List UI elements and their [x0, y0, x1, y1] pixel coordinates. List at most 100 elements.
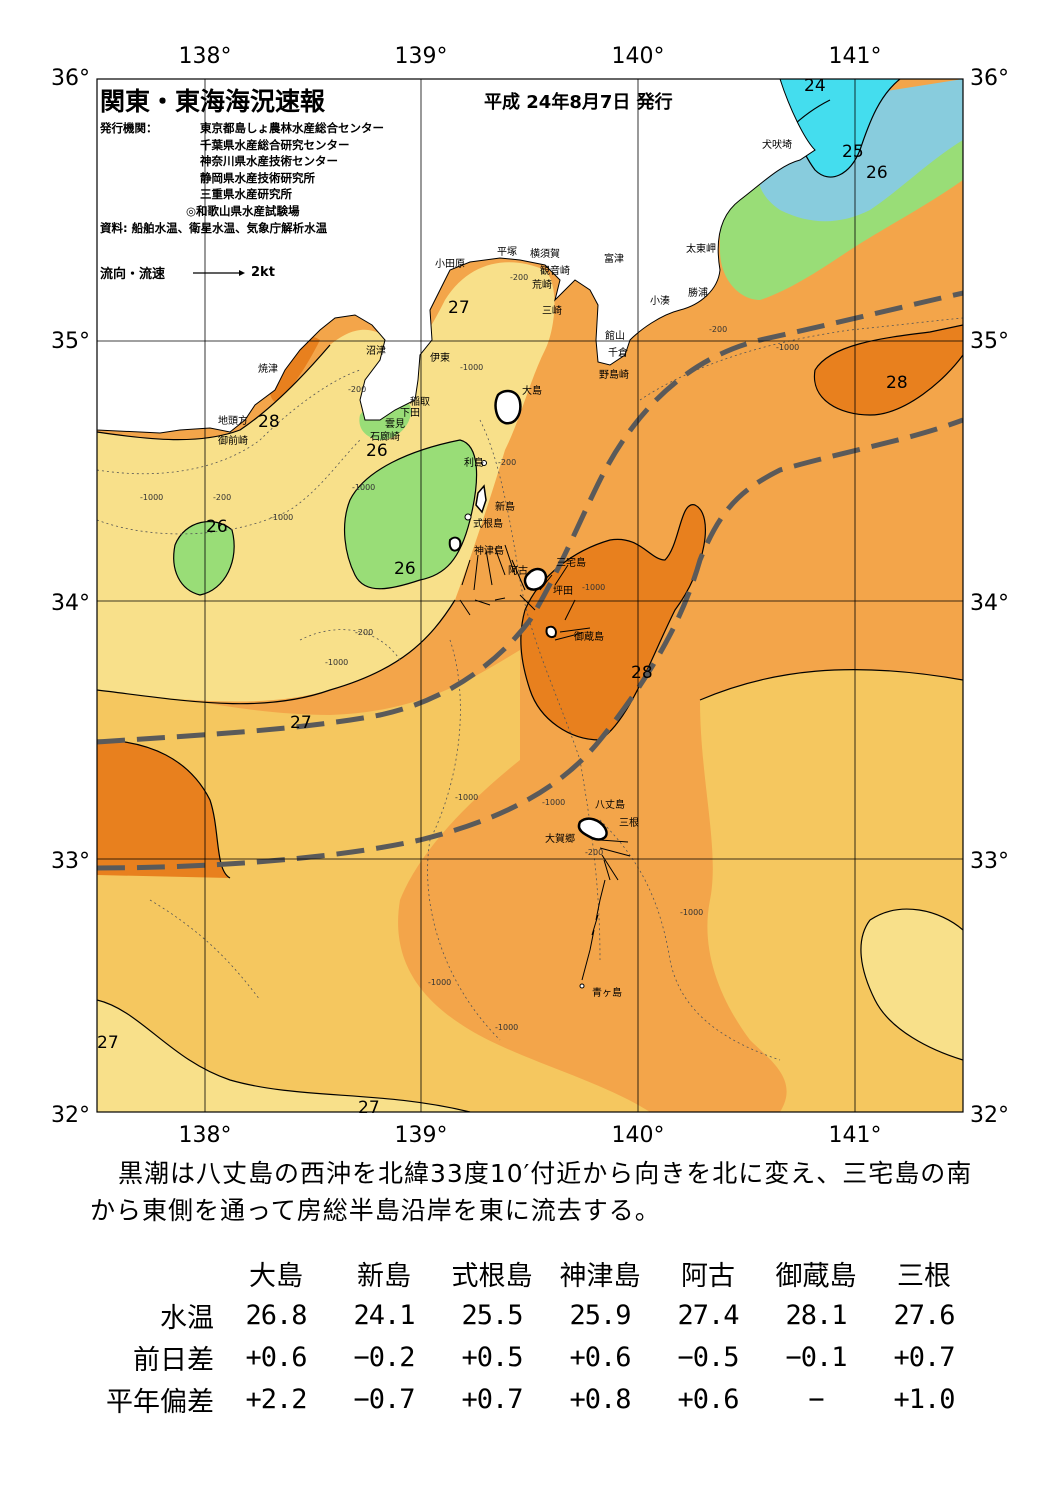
island-aogashima: [579, 983, 585, 989]
place-label: 沼津: [366, 344, 386, 357]
zone-28plus-east: [814, 325, 963, 415]
place-label: 大島: [522, 384, 542, 397]
depth-label: -1000: [680, 908, 703, 917]
island-oshima: [494, 389, 522, 425]
table-cell: +0.6: [245, 1341, 307, 1373]
table-cell: 24.1: [353, 1299, 415, 1331]
place-names: 犬吠埼 太東岬 勝浦 小湊 富津 観音崎 横須賀 平塚 小田原 荒崎 三崎 館山…: [218, 138, 792, 999]
place-label: 御蔵島: [574, 630, 604, 643]
depth-label: -200: [585, 848, 603, 857]
table-cell: 28.1: [785, 1299, 847, 1331]
depth-label: -1000: [270, 513, 293, 522]
legend-unit: 2kt: [251, 265, 275, 280]
zone-27b-sw: [97, 650, 650, 1112]
lon-label: 139°: [395, 1123, 448, 1148]
depth-label: -1000: [495, 1023, 518, 1032]
depth-label: -1000: [460, 363, 483, 372]
sea-temperature-map: 138° 139° 140° 141° 138° 139° 140° 141° …: [51, 44, 1009, 1148]
zone-28plus-southwest: [97, 740, 230, 878]
place-label: 稲取: [410, 396, 430, 408]
table-cell: +0.7: [893, 1341, 955, 1373]
isotherm-label: 27: [290, 713, 312, 733]
lon-label: 138°: [179, 1123, 232, 1148]
lon-label: 141°: [829, 1123, 882, 1148]
place-label: 神津島: [474, 544, 504, 557]
station-header: 式根島: [451, 1260, 533, 1292]
zone-26-izu: [344, 440, 477, 589]
lat-label: 35°: [51, 329, 90, 354]
station-header: 三根: [897, 1260, 951, 1292]
place-label: 坪田: [553, 584, 573, 597]
isotherm-label: 28: [631, 663, 653, 683]
lat-label: 36°: [970, 66, 1009, 91]
place-label: 小田原: [435, 258, 465, 270]
place-label: 観音崎: [540, 264, 570, 277]
table-row: 平年偏差 +2.2 −0.7 +0.7 +0.8 +0.6 − +1.0: [86, 1378, 978, 1420]
island-kozushima: [448, 536, 462, 552]
place-label: 新島: [495, 500, 515, 513]
table-cell: 25.9: [569, 1299, 631, 1331]
depth-label: -200: [510, 273, 528, 282]
lon-label: 138°: [179, 44, 232, 69]
lat-label: 33°: [970, 849, 1009, 874]
kuroshio-description: 黒潮は八丈島の西沖を北緯33度10′付近から向きを北に変え、三宅島の南から東側を…: [90, 1155, 990, 1229]
place-label: 三根: [619, 816, 639, 829]
place-label: 雲見: [385, 418, 405, 430]
issuer-name: 静岡県水産技術研究所: [200, 170, 315, 185]
lat-label: 32°: [51, 1103, 90, 1128]
place-label: 阿古: [508, 564, 528, 577]
isotherm-label: 25: [842, 142, 864, 162]
table-cell: +1.0: [893, 1383, 955, 1415]
kuroshio-axes: [97, 290, 963, 871]
zone-27-southwest: [97, 1000, 470, 1112]
place-label: 下田: [400, 408, 420, 419]
place-label: 太東岬: [686, 242, 716, 255]
latitude-labels-left: 36° 35° 34° 33° 32°: [51, 66, 90, 1128]
graticule: [97, 79, 963, 1112]
observation-table: 大島 新島 式根島 神津島 阿古 御蔵島 三根 水温 26.8 24.1 25.…: [86, 1252, 978, 1420]
station-header: 神津島: [559, 1260, 641, 1292]
island-hachijojima: [577, 817, 608, 841]
depth-label: -200: [348, 385, 366, 394]
place-label: 地頭方: [218, 414, 248, 427]
station-header: 阿古: [681, 1260, 735, 1292]
depth-label: -200: [213, 493, 231, 502]
zone-27-southeast: [860, 909, 963, 1060]
isotherm-label: 24: [804, 76, 826, 96]
place-label: 石廊崎: [370, 430, 400, 443]
station-header: 大島: [249, 1260, 303, 1292]
isotherm-label: 26: [206, 517, 228, 537]
table-cell: −0.1: [785, 1341, 847, 1373]
isotherm-label: 26: [366, 441, 388, 461]
depth-label: -1000: [325, 658, 348, 667]
lon-label: 140°: [612, 44, 665, 69]
place-label: 三崎: [542, 304, 562, 317]
place-label: 御前崎: [218, 434, 248, 447]
data-sources: 資料: 船舶水温、衛星水温、気象庁解析水温: [100, 220, 328, 235]
place-label: 野島崎: [599, 368, 629, 381]
isotherm-label: 28: [258, 412, 280, 432]
depth-label: -1000: [776, 343, 799, 352]
table-cell: −0.5: [677, 1341, 739, 1373]
table-cell: 25.5: [461, 1299, 523, 1331]
table-cell: −0.7: [353, 1383, 415, 1415]
issuer-block: 発行機関： 東京都島しょ農林水産総合センター 千葉県水産総合研究センター 神奈川県…: [100, 120, 384, 236]
place-label: 大賀郷: [545, 832, 575, 845]
island-niijima: [475, 484, 487, 514]
isotherm-label: 27: [358, 1098, 380, 1118]
island-shikinejima: [464, 513, 472, 521]
table-cell: +0.6: [569, 1341, 631, 1373]
table-cell: +0.7: [461, 1383, 523, 1415]
table-row: 水温 26.8 24.1 25.5 25.9 27.4 28.1 27.6: [86, 1294, 978, 1336]
island-miyakejima: [523, 567, 548, 591]
depth-label: -200: [498, 458, 516, 467]
isotherm-labels: 24 25 26 27 26 28 26 26 28 27 28 27 27: [97, 76, 908, 1118]
isotherm-label: 26: [866, 163, 888, 183]
row-label: 前日差: [133, 1344, 214, 1376]
issuer-name: 千葉県水産総合研究センター: [200, 137, 350, 152]
place-label: 横須賀: [530, 247, 560, 260]
row-label: 水温: [160, 1302, 214, 1334]
issuer-name: 東京都島しょ農林水産総合センター: [200, 121, 384, 135]
table-cell: 26.8: [245, 1299, 307, 1331]
issuer-name: 三重県水産研究所: [200, 187, 292, 202]
